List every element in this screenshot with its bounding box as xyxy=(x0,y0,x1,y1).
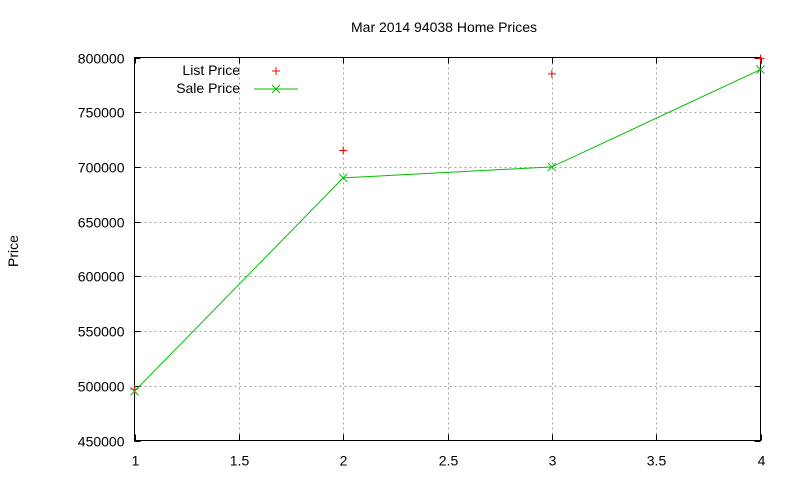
series-sale-price xyxy=(130,65,765,396)
y-tick-label: 700000 xyxy=(78,160,125,176)
legend-label-list-price: List Price xyxy=(182,62,240,78)
legend-plus-icon xyxy=(272,67,280,75)
data-point-cross-icon xyxy=(130,386,139,396)
x-tick-label: 1 xyxy=(132,453,140,469)
series-line xyxy=(134,69,761,392)
data-point-cross-icon xyxy=(547,162,557,172)
y-axis-ticks: 450000 500000 550000 600000 650000 700000 7500… xyxy=(78,51,761,450)
x-tick-label: 2.5 xyxy=(439,453,459,469)
legend-cross-icon xyxy=(271,84,281,94)
legend-label-sale-price: Sale Price xyxy=(176,80,240,96)
y-tick-label: 750000 xyxy=(78,105,125,121)
y-tick-label: 800000 xyxy=(78,51,125,67)
y-tick-label: 500000 xyxy=(78,379,125,395)
x-tick-label: 3 xyxy=(549,453,557,469)
x-tick-label: 3.5 xyxy=(647,453,667,469)
x-tick-label: 1.5 xyxy=(230,453,250,469)
data-point-cross-icon xyxy=(756,65,765,74)
y-tick-label: 650000 xyxy=(78,215,125,231)
y-tick-label: 550000 xyxy=(78,324,125,340)
chart-title: Mar 2014 94038 Home Prices xyxy=(351,19,537,35)
legend: List Price Sale Price xyxy=(176,62,298,96)
y-tick-label: 450000 xyxy=(78,434,125,450)
grid-lines xyxy=(134,57,761,441)
y-axis-label: Price xyxy=(5,235,21,267)
legend-marker-plus-icon xyxy=(272,67,280,75)
x-tick-label: 4 xyxy=(758,453,766,469)
y-tick-label: 600000 xyxy=(78,269,125,285)
data-point-plus-icon xyxy=(756,54,765,63)
legend-marker-cross-icon xyxy=(254,84,298,94)
plot-frame xyxy=(134,57,761,441)
series-list-price xyxy=(130,54,765,394)
data-point-plus-icon xyxy=(339,146,348,155)
x-tick-label: 2 xyxy=(340,453,348,469)
data-point-cross-icon xyxy=(338,173,348,183)
data-point-plus-icon xyxy=(547,69,556,78)
plot-border xyxy=(134,57,761,441)
data-series xyxy=(130,54,765,396)
